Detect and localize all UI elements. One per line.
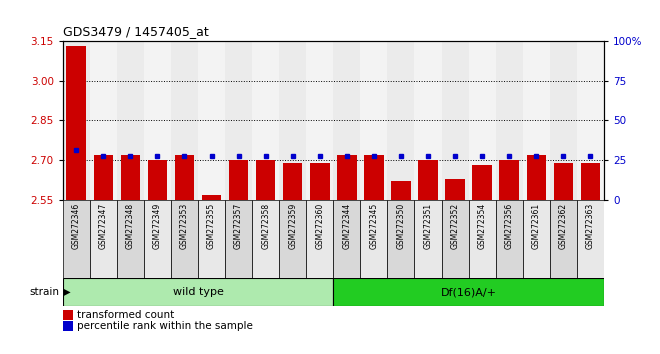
Bar [279,200,306,278]
Bar [577,41,604,200]
Bar [391,181,411,200]
Bar [90,200,117,278]
Text: wild type: wild type [172,287,224,297]
Text: GSM272353: GSM272353 [180,203,189,249]
Bar [500,160,519,200]
Text: GSM272346: GSM272346 [72,203,81,249]
Bar [414,41,442,200]
Bar [229,160,248,200]
Bar [387,41,414,200]
Bar [577,200,604,278]
Text: GSM272360: GSM272360 [315,203,324,249]
Bar [550,200,577,278]
Text: GSM272357: GSM272357 [234,203,243,249]
Text: Df(16)A/+: Df(16)A/+ [441,287,496,297]
Text: GSM272345: GSM272345 [370,203,378,249]
Bar [256,160,275,200]
Bar [333,41,360,200]
Text: ▶: ▶ [60,287,71,297]
Text: GSM272354: GSM272354 [478,203,486,249]
Bar [446,179,465,200]
Text: GSM272347: GSM272347 [99,203,108,249]
Text: GSM272344: GSM272344 [343,203,351,249]
Bar [144,41,171,200]
Bar [225,200,252,278]
Bar [473,165,492,200]
Text: GSM272352: GSM272352 [451,203,459,249]
Bar [306,41,333,200]
Text: GSM272349: GSM272349 [153,203,162,249]
Bar [171,41,198,200]
Bar [202,195,221,200]
Bar [414,200,442,278]
Bar [67,46,86,200]
Bar [387,200,414,278]
Bar [554,163,573,200]
Bar [496,41,523,200]
Bar [90,41,117,200]
Bar [148,160,167,200]
Bar [279,41,306,200]
Bar [442,41,469,200]
Bar [175,155,194,200]
Text: strain: strain [30,287,59,297]
Bar [117,41,144,200]
Bar [469,41,496,200]
Text: percentile rank within the sample: percentile rank within the sample [77,321,253,331]
Bar [418,160,438,200]
Bar [225,41,252,200]
Bar [523,200,550,278]
Bar [469,200,496,278]
Bar [364,155,383,200]
Bar [550,41,577,200]
Bar [121,155,140,200]
Bar [360,200,387,278]
Bar [198,200,225,278]
Text: GSM272350: GSM272350 [397,203,405,249]
Text: GSM272348: GSM272348 [126,203,135,249]
Text: GSM272361: GSM272361 [532,203,541,249]
Text: GSM272359: GSM272359 [288,203,297,249]
Bar [442,200,469,278]
Bar [310,163,329,200]
Bar [527,155,546,200]
Bar [94,155,113,200]
Bar [63,278,333,306]
Text: transformed count: transformed count [77,310,174,320]
Text: GSM272358: GSM272358 [261,203,270,249]
Bar [198,41,225,200]
Bar [306,200,333,278]
Bar [117,200,144,278]
Bar [171,200,198,278]
Bar [63,41,90,200]
Bar [252,41,279,200]
Bar [337,155,356,200]
Bar [333,200,360,278]
Text: GSM272351: GSM272351 [424,203,432,249]
Bar [283,163,302,200]
Text: GSM272363: GSM272363 [586,203,595,249]
Bar [523,41,550,200]
Bar [252,200,279,278]
Bar [63,200,90,278]
Bar [144,200,171,278]
Text: GSM272356: GSM272356 [505,203,513,249]
Bar [333,278,604,306]
Bar [581,163,600,200]
Bar [360,41,387,200]
Text: GSM272362: GSM272362 [559,203,568,249]
Text: GDS3479 / 1457405_at: GDS3479 / 1457405_at [63,25,209,38]
Bar [496,200,523,278]
Text: GSM272355: GSM272355 [207,203,216,249]
